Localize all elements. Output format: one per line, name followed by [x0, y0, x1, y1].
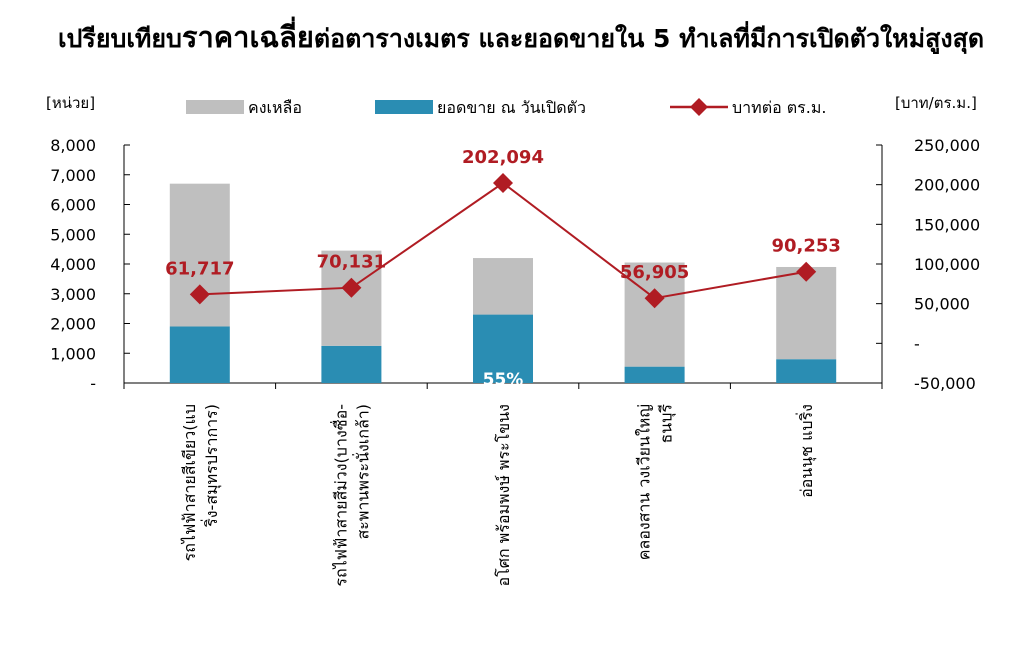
price-data-label: 90,253: [771, 236, 840, 257]
legend-label: บาทต่อ ตร.ม.: [732, 98, 826, 117]
left-tick-label: 5,000: [50, 225, 96, 244]
legend-diamond-icon: [690, 98, 708, 116]
right-tick-label: 200,000: [914, 176, 980, 195]
category-label: อ่อนนุช แบริ่ง: [795, 404, 817, 498]
price-data-label: 56,905: [620, 262, 689, 283]
price-point-marker: [796, 261, 817, 282]
category-label-line: ธนบุรี: [657, 404, 677, 444]
category-label: อโศก พร้อมพงษ์ พระโขนง: [494, 404, 513, 586]
price-line-series: 61,717 70,131 202,094 56,905 90,253: [165, 147, 841, 309]
bars: 55%: [169, 183, 837, 390]
price-data-label: 61,717: [165, 258, 234, 279]
category-label-line: ริ่ง-สมุทรปราการ): [200, 404, 222, 527]
price-point-marker: [644, 288, 665, 309]
price-point-marker: [189, 284, 210, 305]
category-label-line: คลองสาน วงเวียนใหญ่: [635, 404, 654, 560]
left-tick-label: 1,000: [50, 344, 96, 363]
bar-sold-on-launch: [321, 345, 382, 383]
title-part-2: ราคาเฉลี่ย: [181, 20, 314, 54]
right-tick-label: 150,000: [914, 215, 980, 234]
left-tick-label: 3,000: [50, 285, 96, 304]
left-tick-label: 4,000: [50, 255, 96, 274]
bar-sold-on-launch: [776, 359, 837, 383]
bar-remaining: [473, 258, 533, 315]
category-label: รถไฟฟ้าสายสีเขียว(แบ ริ่ง-สมุทรปราการ): [180, 404, 222, 561]
category-label-line: สะพานพระนั่งเกล้า): [351, 404, 372, 540]
bar-remaining: [624, 262, 685, 367]
legend: คงเหลือ ยอดขาย ณ วันเปิดตัว บาทต่อ ตร.ม.: [186, 98, 826, 117]
bar-remaining: [169, 183, 230, 327]
category-label-line: อ่อนนุช แบริ่ง: [795, 404, 817, 498]
title-part-1: เปรียบเทียบ: [58, 24, 182, 53]
bar-remaining: [321, 250, 382, 346]
left-tick-label: 2,000: [50, 315, 96, 334]
price-data-label: 202,094: [462, 147, 544, 168]
price-data-label: 70,131: [317, 252, 386, 273]
price-point-marker: [493, 173, 513, 194]
category-labels: รถไฟฟ้าสายสีเขียว(แบ ริ่ง-สมุทรปราการ) รถไ…: [180, 404, 817, 587]
right-tick-label: -: [914, 334, 920, 353]
legend-label: คงเหลือ: [248, 98, 302, 117]
category-label: คลองสาน วงเวียนใหญ่ ธนบุรี: [635, 404, 677, 561]
bar-sold-on-launch: [169, 326, 230, 383]
left-tick-label: -: [90, 374, 96, 393]
title-part-3: ต่อตารางเมตร และยอดขายใน 5 ทำเลที่มีการเ…: [313, 24, 985, 53]
left-tick-label: 6,000: [50, 196, 96, 215]
category-label-line: อโศก พร้อมพงษ์ พระโขนง: [494, 404, 513, 586]
category-label: รถไฟฟ้าสายสีม่วง(บางซื่อ- สะพานพระนั่งเกล…: [329, 404, 372, 587]
right-axis-unit: [บาท/ตร.ม.]: [895, 94, 977, 112]
price-point-marker: [341, 277, 362, 298]
chart-title: เปรียบเทียบราคาเฉลี่ยต่อตารางเมตร และยอด…: [58, 14, 1018, 60]
left-tick-label: 8,000: [50, 136, 96, 155]
right-tick-label: 250,000: [914, 136, 980, 155]
right-tick-label: 100,000: [914, 255, 980, 274]
axes: - 1,000 2,000 3,000 4,000 5,000 6,000 7,000 8,00…: [46, 94, 980, 393]
legend-swatch: [375, 100, 433, 114]
left-tick-label: 7,000: [50, 166, 96, 185]
bar-sold-on-launch: [624, 366, 685, 383]
legend-label: ยอดขาย ณ วันเปิดตัว: [437, 98, 586, 117]
bar-remaining: [776, 266, 837, 360]
bar-sold-on-launch: [473, 314, 533, 383]
right-tick-label: 50,000: [914, 295, 970, 314]
right-tick-label: -50,000: [914, 374, 976, 393]
legend-swatch: [186, 100, 244, 114]
category-label-line: รถไฟฟ้าสายสีม่วง(บางซื่อ-: [329, 404, 350, 587]
left-axis-unit: [หน่วย]: [46, 94, 95, 112]
sold-share-label: 55%: [483, 370, 524, 390]
category-label-line: รถไฟฟ้าสายสีเขียว(แบ: [180, 404, 199, 561]
